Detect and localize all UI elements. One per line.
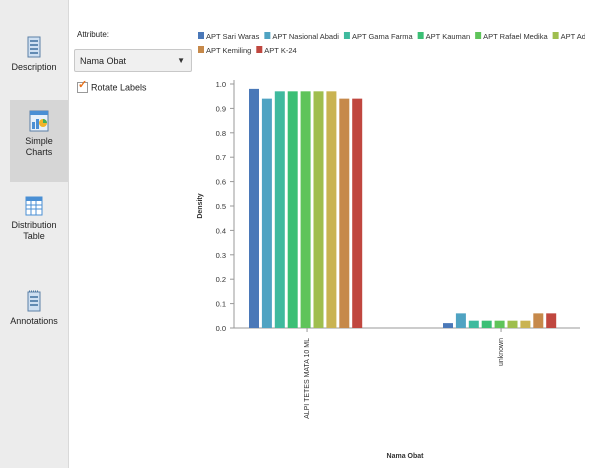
chart-icon bbox=[29, 110, 49, 132]
y-axis-title: Density bbox=[197, 193, 204, 218]
y-tick-label: 0.2 bbox=[216, 275, 226, 284]
table-icon bbox=[25, 196, 43, 216]
legend-swatch bbox=[417, 32, 424, 39]
y-tick-label: 0.5 bbox=[216, 202, 226, 211]
sidebar-item-label: Simple Charts bbox=[25, 136, 53, 157]
rotate-labels-option[interactable]: Rotate Labels bbox=[77, 78, 147, 94]
legend-swatch bbox=[343, 32, 350, 39]
bar bbox=[507, 320, 518, 328]
y-tick-label: 0.9 bbox=[216, 104, 226, 113]
bar bbox=[300, 91, 311, 328]
plot-area: 0.0 0.1 0.2 0.3 0.4 0.5 0.6 0.7 0.8 0.9 1.0 Density… bbox=[197, 80, 580, 460]
legend-item: APT Adil bbox=[552, 32, 585, 41]
legend-item: APT Gama Farma bbox=[343, 32, 414, 41]
legend-swatch bbox=[264, 32, 271, 39]
legend-item: APT Nasional Abadi bbox=[264, 32, 339, 41]
legend-item: APT Rafael Medika bbox=[475, 32, 548, 41]
legend-item: APT Kemiling bbox=[198, 46, 251, 55]
sidebar-item-annotations[interactable]: Annotations bbox=[4, 290, 64, 327]
attribute-label: Attribute: bbox=[77, 30, 110, 39]
y-tick-label: 0.7 bbox=[216, 153, 226, 162]
legend-swatch bbox=[198, 32, 204, 39]
bar bbox=[520, 320, 531, 328]
bar bbox=[455, 313, 466, 328]
bar bbox=[287, 91, 298, 328]
bar bbox=[481, 320, 492, 328]
legend-swatch bbox=[256, 46, 263, 53]
bar bbox=[274, 91, 285, 328]
legend-label: APT Gama Farma bbox=[352, 32, 414, 41]
legend-swatch bbox=[475, 32, 482, 39]
y-tick-label: 0.0 bbox=[216, 324, 226, 333]
legend-swatch bbox=[552, 32, 559, 39]
bar bbox=[546, 313, 557, 328]
annotations-icon bbox=[27, 290, 41, 312]
y-tick-label: 0.8 bbox=[216, 129, 226, 138]
legend-label: APT Kauman bbox=[426, 32, 470, 41]
bar bbox=[494, 320, 505, 328]
rotate-labels-checkbox[interactable] bbox=[77, 78, 88, 94]
legend-item: APT K-24 bbox=[256, 46, 297, 55]
attribute-select[interactable]: Nama Obat ▼ bbox=[74, 49, 192, 72]
sidebar-item-label: Annotations bbox=[10, 316, 58, 326]
sidebar-item-label: Description bbox=[11, 62, 57, 72]
legend-item: APT Sari Waras bbox=[198, 32, 260, 41]
chevron-down-icon: ▼ bbox=[177, 56, 185, 65]
bar bbox=[249, 88, 259, 328]
legend-swatch bbox=[198, 46, 204, 53]
chart-legend: APT Sari Waras APT Nasional Abadi APT Gama… bbox=[198, 32, 585, 55]
x-axis-title: Nama Obat bbox=[387, 453, 425, 460]
description-icon bbox=[27, 36, 41, 58]
y-tick-label: 0.6 bbox=[216, 178, 226, 187]
sidebar-item-label: Distribution Table bbox=[11, 220, 57, 241]
bar-chart: APT Sari Waras APT Nasional Abadi APT Gama… bbox=[197, 32, 585, 460]
bar bbox=[443, 323, 453, 328]
bar bbox=[313, 91, 324, 328]
legend-item: APT Kauman bbox=[417, 32, 470, 41]
legend-label: APT Adil bbox=[561, 32, 585, 41]
bar bbox=[533, 313, 544, 328]
legend-label: APT Kemiling bbox=[206, 46, 251, 55]
bar bbox=[339, 98, 350, 328]
bar bbox=[468, 320, 479, 328]
y-tick-label: 1.0 bbox=[216, 80, 226, 89]
legend-label: APT K-24 bbox=[264, 46, 296, 55]
y-tick-label: 0.1 bbox=[216, 300, 226, 309]
bar bbox=[326, 91, 337, 328]
x-tick-label: unknown bbox=[498, 338, 505, 366]
bar bbox=[352, 98, 363, 328]
rotate-labels-label: Rotate Labels bbox=[91, 82, 147, 93]
attribute-select-value: Nama Obat bbox=[80, 56, 127, 66]
legend-label: APT Nasional Abadi bbox=[272, 32, 339, 41]
x-tick-label: ALPI TETES MATA 10 ML bbox=[304, 338, 311, 419]
sidebar-item-simple-charts[interactable]: Simple Charts bbox=[10, 100, 68, 182]
y-tick-label: 0.3 bbox=[216, 251, 226, 260]
bar bbox=[261, 98, 272, 328]
legend-label: APT Sari Waras bbox=[206, 32, 260, 41]
sidebar: Description Simple Charts Distribution T… bbox=[0, 0, 69, 468]
sidebar-item-description[interactable]: Description bbox=[4, 36, 64, 73]
sidebar-item-distribution-table[interactable]: Distribution Table bbox=[4, 196, 64, 242]
y-tick-label: 0.4 bbox=[216, 226, 226, 235]
legend-label: APT Rafael Medika bbox=[483, 32, 548, 41]
